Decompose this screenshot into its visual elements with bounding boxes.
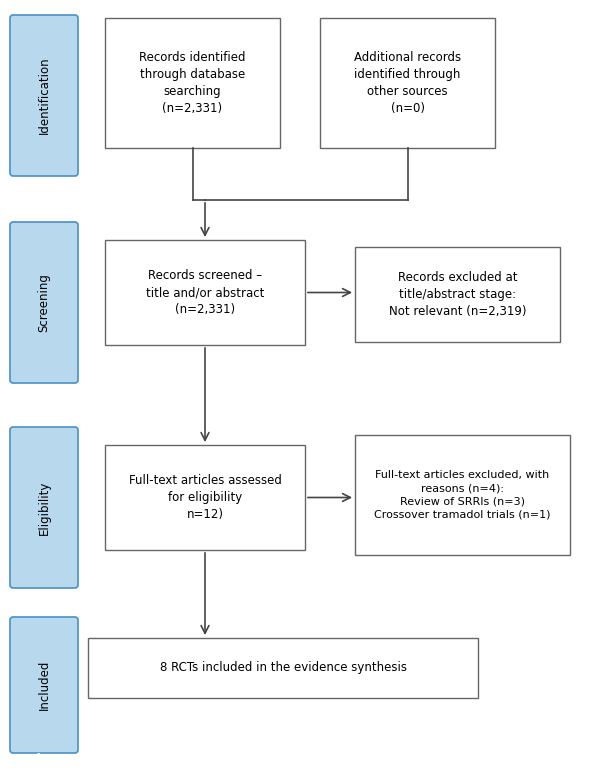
Text: Records identified
through database
searching
(n=2,331): Records identified through database sear… [139,51,246,115]
Bar [105,18,280,148]
Text: Eligibility: Eligibility [38,480,51,534]
FancyBboxPatch shape [10,617,78,753]
Text: Records excluded at
title/abstract stage:
Not relevant (n=2,319): Records excluded at title/abstract stage… [389,271,526,318]
Text: Additional records
identified through
other sources
(n=0): Additional records identified through ot… [354,51,461,115]
FancyBboxPatch shape [10,427,78,588]
Text: Medscape: Medscape [12,752,83,766]
Text: 8 RCTs included in the evidence synthesis: 8 RCTs included in the evidence synthesi… [160,661,406,675]
Bar [320,18,495,148]
FancyBboxPatch shape [10,222,78,383]
Text: Identification: Identification [38,57,51,135]
Bar [355,435,570,555]
Text: Included: Included [38,660,51,710]
Text: Full-text articles assessed
for eligibility
n=12): Full-text articles assessed for eligibil… [128,474,281,521]
Text: Records screened –
title and/or abstract
(n=2,331): Records screened – title and/or abstract… [146,269,264,316]
Bar [355,247,560,342]
Bar [105,240,305,345]
Bar [105,445,305,550]
Text: Source: BMC Urol © 2015 BioMed Central, Ltd: Source: BMC Urol © 2015 BioMed Central, … [325,752,597,766]
Text: Screening: Screening [38,273,51,332]
FancyBboxPatch shape [10,15,78,176]
Bar [88,638,478,698]
Text: Full-text articles excluded, with
reasons (n=4):
Review of SRRIs (n=3)
Crossover: Full-text articles excluded, with reason… [375,470,551,520]
